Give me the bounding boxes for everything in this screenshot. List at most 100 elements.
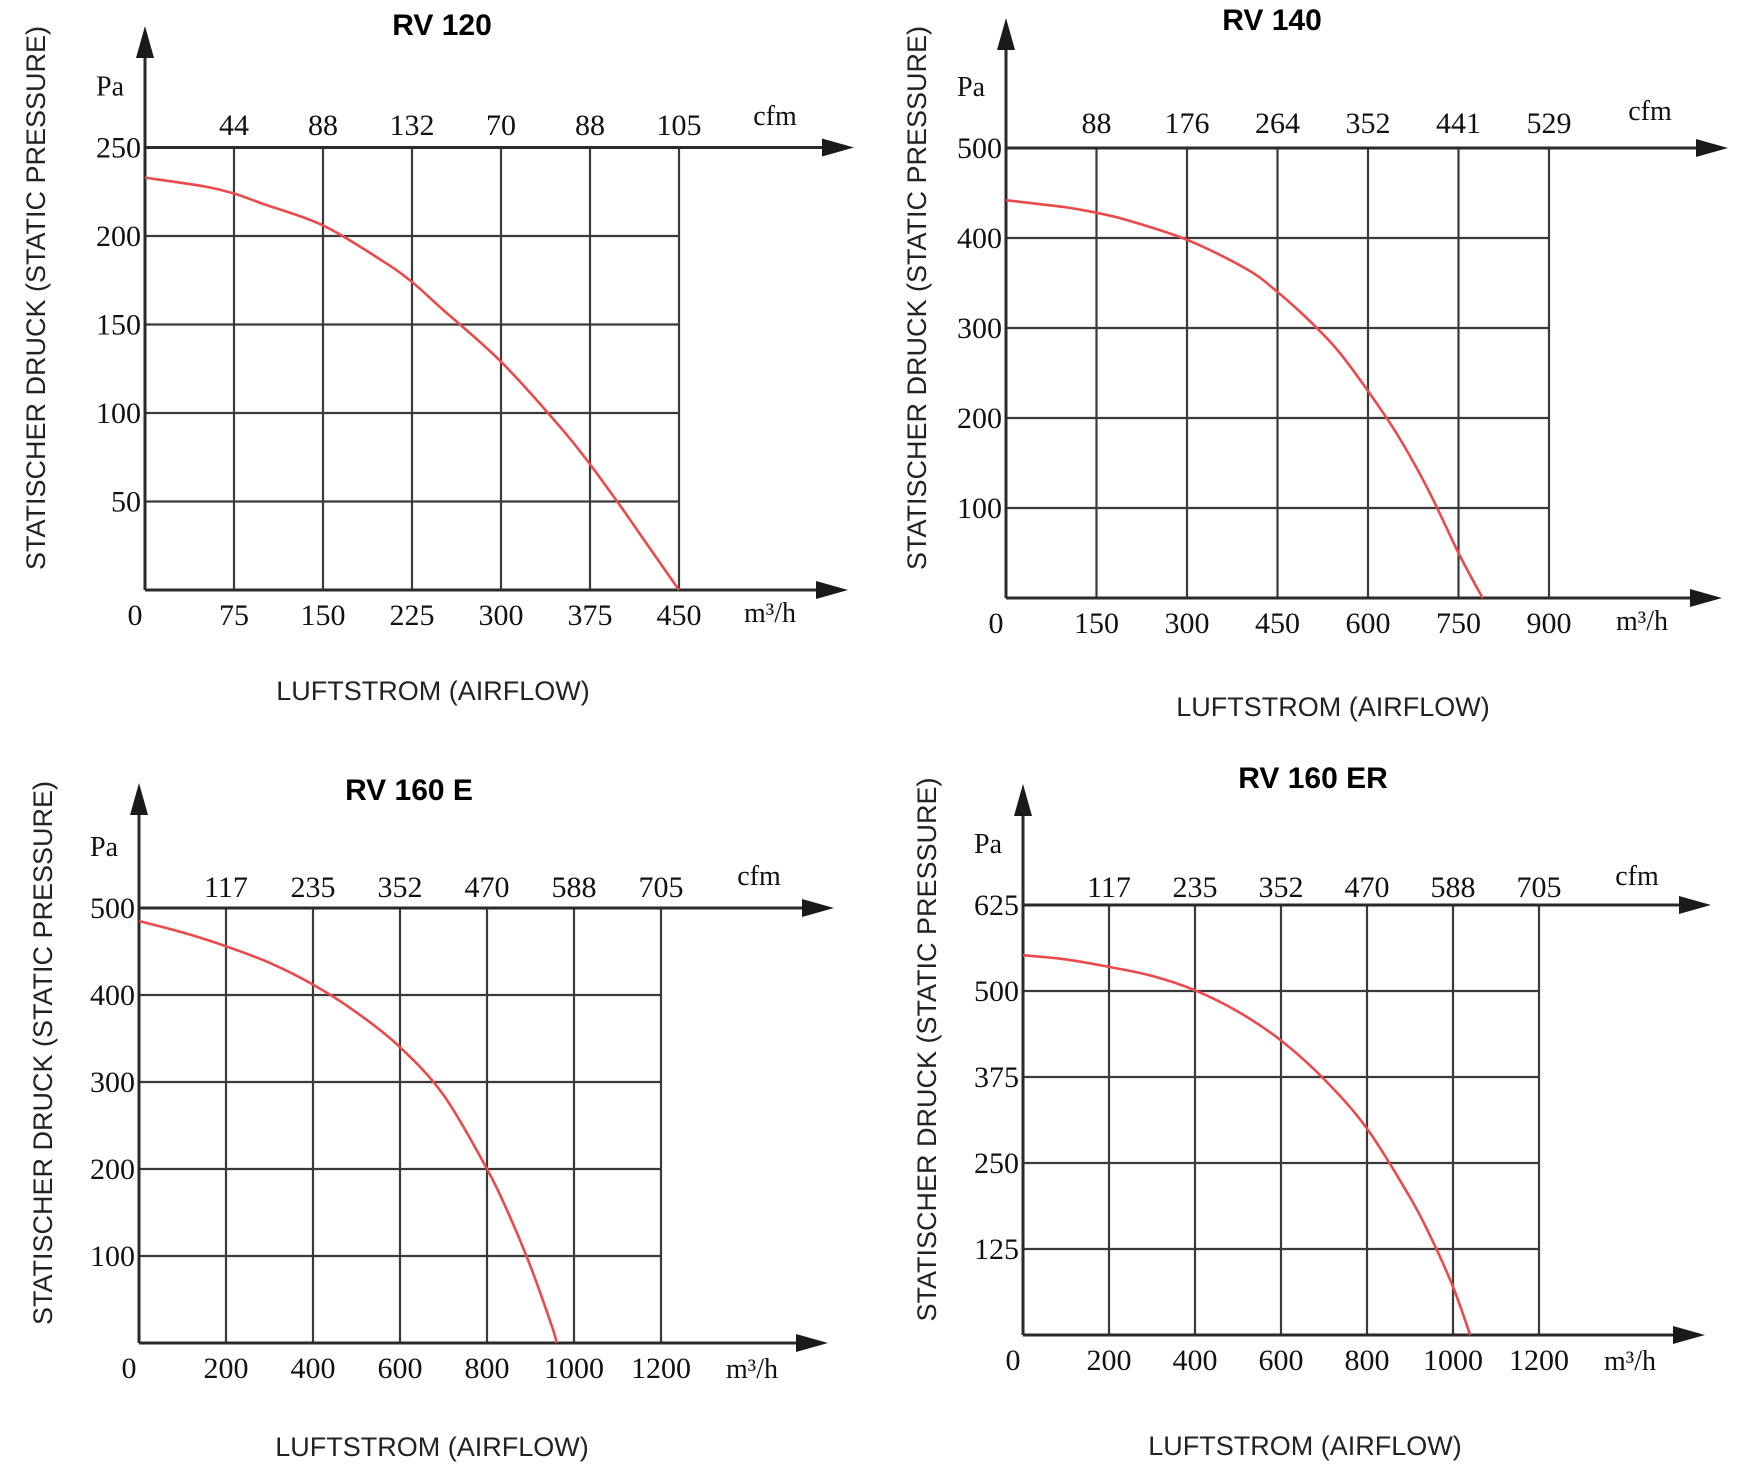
- y-tick-label: 250: [96, 132, 141, 165]
- fan-curve-line: [1022, 953, 1472, 1336]
- x2-tick-label: 705: [639, 871, 684, 904]
- x-tick-label: 800: [465, 1352, 510, 1385]
- x-tick-label: 800: [1345, 1344, 1390, 1377]
- x2-tick-label: 44: [219, 109, 249, 142]
- x-axis-title: LUFTSTROM (AIRFLOW): [276, 676, 589, 706]
- x-tick-label: 600: [1259, 1344, 1304, 1377]
- x2-tick-label: 117: [204, 871, 248, 904]
- x2-tick-label: 588: [552, 871, 597, 904]
- x-tick-label-origin: 0: [128, 599, 143, 632]
- x-axis-arrow: [1673, 1326, 1705, 1344]
- y-axis-arrow: [1014, 784, 1032, 816]
- x-unit-label: m³/h: [744, 598, 796, 629]
- x2-axis-arrow: [1696, 139, 1728, 157]
- x2-tick-label: 70: [486, 109, 516, 142]
- x2-tick-label: 441: [1436, 107, 1481, 140]
- x-tick-label: 300: [1165, 607, 1210, 640]
- x-axis-title: LUFTSTROM (AIRFLOW): [1148, 1431, 1461, 1461]
- x2-tick-label: 529: [1527, 107, 1572, 140]
- y-tick-label: 150: [96, 309, 141, 342]
- y-tick-label: 625: [974, 889, 1019, 922]
- y-unit-label: Pa: [974, 829, 1003, 860]
- x-axis-arrow: [796, 1334, 828, 1352]
- y-tick-label: 200: [957, 402, 1002, 435]
- chart-panel-4: RV 160 ER 125 250 375 500 625 Pa 0 200 400 600 800 1…: [912, 762, 1711, 1461]
- fan-curve-line: [138, 919, 558, 1344]
- x-unit-label: m³/h: [1616, 606, 1668, 637]
- y-tick-label: 100: [90, 1240, 135, 1273]
- y-tick-label: 500: [90, 892, 135, 925]
- y-tick-label: 400: [957, 222, 1002, 255]
- x-axis-arrow: [1690, 589, 1722, 607]
- y-axis-title: STATISCHER DRUCK (STATIC PRESSURE): [21, 26, 51, 570]
- chart-panel-1: RV 120 50 100 150 200 250 Pa 0 75 150 225 300 375 450…: [21, 9, 854, 706]
- y-unit-label: Pa: [90, 832, 119, 863]
- y-axis-arrow: [130, 783, 148, 815]
- x-tick-label: 200: [1087, 1344, 1132, 1377]
- y-tick-label: 200: [90, 1153, 135, 1186]
- y-tick-label: 375: [974, 1061, 1019, 1094]
- chart-panel-3: RV 160 E 100 200 300 400 500 Pa 0 200 400 600 800 10…: [28, 774, 834, 1462]
- x-tick-label: 375: [568, 599, 613, 632]
- x2-tick-label: 105: [657, 109, 702, 142]
- y-axis-arrow: [136, 26, 154, 58]
- y-tick-label: 500: [974, 975, 1019, 1008]
- x-tick-label: 150: [1074, 607, 1119, 640]
- y-tick-label: 500: [957, 132, 1002, 165]
- y-tick-label: 200: [96, 220, 141, 253]
- fan-curve-line: [144, 176, 681, 591]
- x-tick-label: 150: [301, 599, 346, 632]
- x2-tick-label: 88: [1082, 107, 1112, 140]
- x2-unit-label: cfm: [737, 861, 781, 892]
- x2-tick-label: 88: [308, 109, 338, 142]
- x2-unit-label: cfm: [1615, 861, 1659, 892]
- y-tick-label: 100: [96, 397, 141, 430]
- x-tick-label: 1200: [631, 1352, 691, 1385]
- chart-panel-2: RV 140 100 200 300 400 500 Pa 0 150 300 450 600 750 9…: [902, 4, 1728, 722]
- fan-curve-line: [1005, 198, 1484, 599]
- x-tick-label: 1000: [1423, 1344, 1483, 1377]
- x2-unit-label: cfm: [753, 101, 797, 132]
- x2-tick-label: 470: [465, 871, 510, 904]
- y-tick-label: 50: [111, 486, 141, 519]
- x-tick-label: 450: [657, 599, 702, 632]
- x2-unit-label: cfm: [1628, 96, 1672, 127]
- chart-title: RV 160 E: [345, 774, 473, 807]
- x2-tick-label: 117: [1087, 871, 1131, 904]
- y-unit-label: Pa: [96, 72, 125, 103]
- x-tick-label: 225: [390, 599, 435, 632]
- x2-axis-arrow: [1679, 896, 1711, 914]
- x-tick-label: 750: [1436, 607, 1481, 640]
- x2-tick-label: 588: [1431, 871, 1476, 904]
- x2-tick-label: 235: [291, 871, 336, 904]
- x2-tick-label: 470: [1345, 871, 1390, 904]
- x-tick-label: 1000: [544, 1352, 604, 1385]
- y-tick-label: 125: [974, 1233, 1019, 1266]
- x2-tick-label: 235: [1173, 871, 1218, 904]
- x-axis-title: LUFTSTROM (AIRFLOW): [1176, 692, 1489, 722]
- x-tick-label: 75: [219, 599, 249, 632]
- x2-axis-arrow: [822, 138, 854, 157]
- y-unit-label: Pa: [957, 72, 986, 103]
- y-axis-title: STATISCHER DRUCK (STATIC PRESSURE): [28, 781, 58, 1325]
- y-tick-label: 250: [974, 1147, 1019, 1180]
- x2-tick-label: 264: [1255, 107, 1300, 140]
- x-unit-label: m³/h: [1604, 1346, 1656, 1377]
- x2-tick-label: 352: [378, 871, 423, 904]
- y-axis-arrow: [997, 18, 1015, 50]
- y-tick-label: 300: [90, 1066, 135, 1099]
- y-tick-label: 400: [90, 979, 135, 1012]
- x2-tick-label: 352: [1346, 107, 1391, 140]
- x-tick-label: 200: [204, 1352, 249, 1385]
- x2-tick-label: 88: [575, 109, 605, 142]
- x-tick-label-origin: 0: [1006, 1344, 1021, 1377]
- y-tick-label: 100: [957, 492, 1002, 525]
- chart-title: RV 160 ER: [1238, 762, 1388, 795]
- x2-tick-label: 132: [390, 109, 435, 142]
- y-tick-label: 300: [957, 312, 1002, 345]
- x-tick-label-origin: 0: [989, 607, 1004, 640]
- x-tick-label: 600: [1346, 607, 1391, 640]
- y-axis-title: STATISCHER DRUCK (STATIC PRESSURE): [902, 26, 932, 570]
- x-tick-label: 400: [291, 1352, 336, 1385]
